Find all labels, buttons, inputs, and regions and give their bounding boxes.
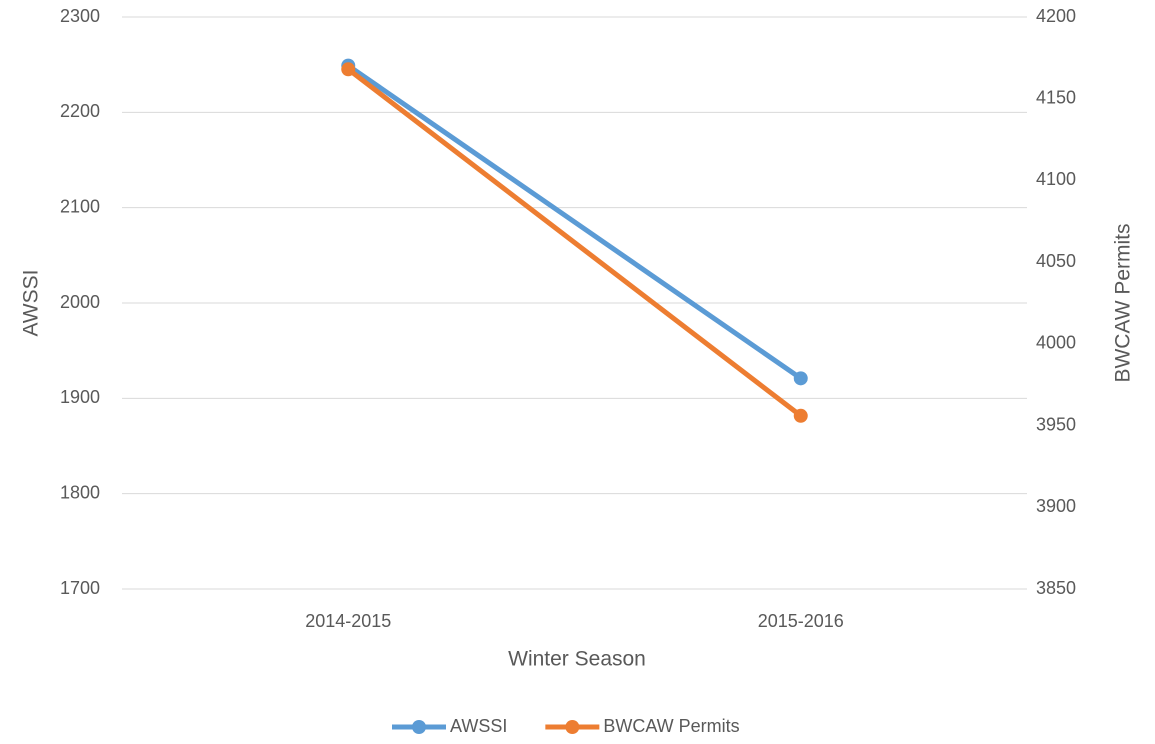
- y2-tick-label: 3850: [1036, 578, 1076, 598]
- y-axis-title: AWSSI: [20, 270, 43, 337]
- y-tick-label: 2100: [60, 196, 100, 216]
- series-line: [345, 66, 804, 419]
- y-tick-label: 1900: [60, 387, 100, 407]
- y2-tick-label: 3950: [1036, 414, 1076, 434]
- y2-axis-title: BWCAW Permits: [1112, 223, 1135, 382]
- series-marker: [341, 62, 356, 77]
- series-line: [345, 63, 804, 381]
- y-tick-label: 1700: [60, 578, 100, 598]
- y-tick-label: 2000: [60, 292, 100, 312]
- series-marker: [793, 408, 808, 423]
- y-tick-label: 1800: [60, 482, 100, 502]
- x-tick-label: 2014-2015: [305, 611, 391, 631]
- legend-label: BWCAW Permits: [603, 716, 739, 736]
- y2-tick-label: 4000: [1036, 333, 1076, 353]
- y2-tick-label: 3900: [1036, 496, 1076, 516]
- x-axis-title: Winter Season: [508, 648, 646, 671]
- legend-marker: [565, 720, 580, 734]
- y2-tick-label: 4200: [1036, 6, 1076, 26]
- y2-tick-label: 4100: [1036, 169, 1076, 189]
- y2-tick-label: 4150: [1036, 87, 1076, 107]
- y2-tick-label: 4050: [1036, 251, 1076, 271]
- y-tick-label: 2300: [60, 6, 100, 26]
- series-marker: [793, 371, 808, 386]
- x-tick-label: 2015-2016: [758, 611, 844, 631]
- legend-marker: [412, 720, 426, 734]
- legend-label: AWSSI: [450, 716, 507, 736]
- y-tick-label: 2200: [60, 101, 100, 121]
